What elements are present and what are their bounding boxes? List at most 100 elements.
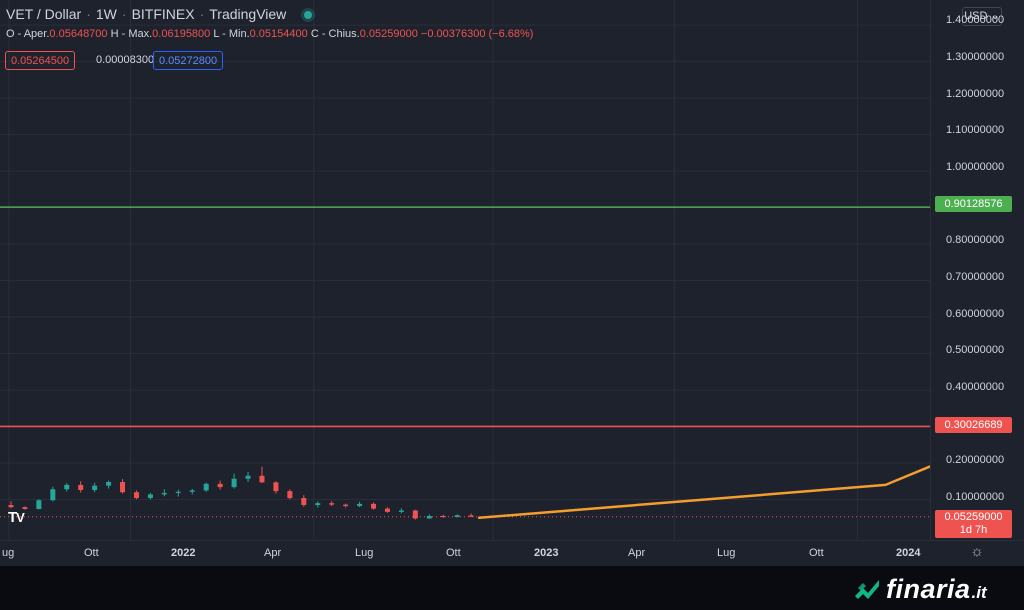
buy-price-button[interactable]: 0.05272800 bbox=[153, 51, 224, 70]
time-tick: Lug bbox=[717, 547, 736, 559]
candle-body bbox=[343, 504, 349, 507]
time-tick: Apr bbox=[628, 547, 646, 559]
symbol-legend[interactable]: VET / Dollar · 1W · BITFINEX · TradingView bbox=[6, 6, 313, 22]
candle-body bbox=[64, 484, 70, 490]
separator-dot: · bbox=[86, 6, 91, 22]
price-tick: 1.00000000 bbox=[946, 161, 1005, 173]
currency-dropdown[interactable]: USD ⌄ bbox=[962, 7, 1002, 26]
candle-body bbox=[78, 484, 84, 491]
price-tick: 0.40000000 bbox=[946, 381, 1005, 393]
candle-body bbox=[50, 489, 56, 501]
separator-dot: · bbox=[199, 6, 205, 22]
candle-body bbox=[92, 485, 98, 491]
bar-countdown: 1d 7h bbox=[959, 524, 988, 536]
gear-icon[interactable]: ☼ bbox=[970, 543, 984, 560]
candle-body bbox=[259, 475, 265, 483]
time-tick: Ott bbox=[809, 547, 824, 559]
close-value: 0.05259000 bbox=[359, 28, 418, 40]
candle-body bbox=[384, 508, 390, 512]
candle-body bbox=[22, 507, 28, 509]
candle-body bbox=[189, 490, 195, 492]
currency-label: USD bbox=[964, 10, 988, 22]
finaria-logo[interactable]: finaria .it bbox=[852, 573, 987, 605]
candle-body bbox=[315, 503, 321, 505]
price-axis[interactable] bbox=[930, 0, 1024, 540]
candle-body bbox=[357, 503, 363, 507]
candle-body bbox=[412, 510, 418, 519]
close-label: C - Chius. bbox=[310, 28, 360, 40]
low-value: 0.05154400 bbox=[249, 28, 308, 40]
candle-body bbox=[217, 483, 223, 488]
interval-label[interactable]: 1W bbox=[95, 6, 117, 22]
candle-body bbox=[454, 515, 460, 518]
separator-dot: · bbox=[121, 6, 127, 22]
candle-body bbox=[245, 475, 251, 479]
price-tick: 1.30000000 bbox=[946, 51, 1005, 63]
projection-line bbox=[477, 426, 1024, 520]
candle-body bbox=[287, 491, 293, 499]
candle-body bbox=[329, 503, 335, 505]
high-label: H - Max. bbox=[110, 28, 153, 40]
target-level-tag[interactable]: 0.90128576 bbox=[935, 196, 1012, 212]
sell-price-button[interactable]: 0.05264500 bbox=[5, 51, 76, 70]
price-tick: 0.50000000 bbox=[946, 344, 1005, 356]
time-axis[interactable] bbox=[0, 540, 1024, 566]
price-tick: 0.10000000 bbox=[946, 491, 1005, 503]
candle-body bbox=[106, 481, 112, 486]
open-label: O - Aper. bbox=[6, 28, 50, 40]
finaria-mark-icon bbox=[855, 580, 879, 599]
price-tick: 0.20000000 bbox=[946, 454, 1005, 466]
spread-value: 0.00008300 bbox=[96, 54, 155, 66]
candle-body bbox=[161, 492, 167, 495]
price-tick: 1.20000000 bbox=[946, 88, 1005, 100]
ohlc-legend: O - Aper.0.05648700 H - Max.0.06195800 L… bbox=[6, 28, 533, 40]
candle-body bbox=[120, 481, 126, 493]
price-tick: 0.70000000 bbox=[946, 271, 1005, 283]
chart-canvas bbox=[0, 0, 1024, 540]
high-value: 0.06195800 bbox=[152, 28, 211, 40]
candle-body bbox=[133, 492, 139, 499]
candle-body bbox=[440, 515, 446, 518]
candle-body bbox=[8, 504, 14, 508]
time-tick: Ott bbox=[446, 547, 461, 559]
brand-tld: .it bbox=[971, 583, 987, 602]
candle-body bbox=[231, 478, 237, 488]
candle-body bbox=[175, 491, 181, 493]
time-tick: Ott bbox=[84, 547, 99, 559]
support-level-tag[interactable]: 0.30026689 bbox=[935, 417, 1012, 433]
time-tick: ug bbox=[2, 547, 15, 559]
candle-body bbox=[147, 494, 153, 499]
candle-body bbox=[273, 482, 279, 492]
candle-body bbox=[203, 483, 209, 491]
time-tick-year: 2024 bbox=[896, 547, 921, 559]
time-tick-year: 2022 bbox=[171, 547, 196, 559]
footer-banner bbox=[0, 566, 1024, 610]
price-tick: 0.80000000 bbox=[946, 234, 1005, 246]
candle-body bbox=[371, 503, 377, 509]
price-tick: 0.60000000 bbox=[946, 308, 1005, 320]
candle-body bbox=[468, 515, 474, 517]
open-value: 0.05648700 bbox=[49, 28, 108, 40]
symbol-name[interactable]: VET / Dollar bbox=[6, 6, 82, 22]
low-label: L - Min. bbox=[213, 28, 250, 40]
change-value: −0.00376300 (−6.68%) bbox=[420, 28, 534, 40]
current-price-value: 0.05259000 bbox=[944, 511, 1003, 523]
chevron-down-icon: ⌄ bbox=[990, 10, 1000, 22]
time-tick: Lug bbox=[355, 547, 374, 559]
candle-body bbox=[301, 498, 307, 505]
candle-body bbox=[36, 500, 42, 509]
time-tick: Apr bbox=[264, 547, 282, 559]
market-status-icon[interactable] bbox=[304, 11, 313, 20]
exchange-label: BITFINEX bbox=[131, 6, 195, 22]
tradingview-logo[interactable]: TV bbox=[8, 509, 25, 526]
chart-plot-area[interactable]: VET / Dollar · 1W · BITFINEX · TradingView O -… bbox=[0, 0, 1024, 540]
brand-name: finaria bbox=[886, 573, 971, 604]
time-tick-year: 2023 bbox=[534, 547, 559, 559]
candle-body bbox=[426, 515, 432, 519]
source-label: TradingView bbox=[209, 6, 287, 22]
price-tick: 1.10000000 bbox=[946, 124, 1005, 136]
candle-body bbox=[398, 510, 404, 512]
price-tick: 1.40000000 bbox=[946, 14, 1005, 26]
current-price-tag: 0.05259000 1d 7h bbox=[935, 510, 1012, 538]
